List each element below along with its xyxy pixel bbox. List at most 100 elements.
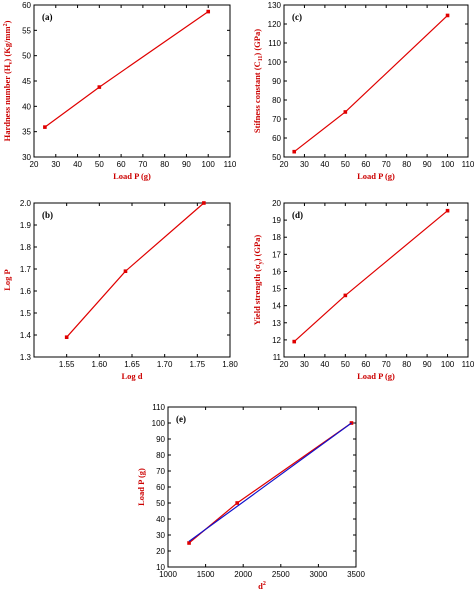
x-tick-label: 40 bbox=[73, 160, 82, 169]
y-tick-label: 60 bbox=[272, 134, 281, 143]
x-tick-label: 50 bbox=[341, 360, 350, 369]
y-tick-label: 120 bbox=[268, 20, 282, 29]
y-tick-label: 50 bbox=[272, 153, 281, 162]
y-tick-label: 30 bbox=[22, 153, 31, 162]
plot-frame bbox=[33, 4, 231, 158]
chart-d: 20 30 40 50 60 70 80 90 100 110 11 12 13 14 15 16 17 18 19… bbox=[252, 199, 474, 381]
panel-label: (a) bbox=[42, 12, 53, 22]
y-tick-label: 80 bbox=[156, 451, 165, 460]
y-tick-label: 100 bbox=[268, 58, 282, 67]
y-tick-label: 70 bbox=[272, 115, 281, 124]
x-tick-label: 100 bbox=[441, 360, 455, 369]
x-tick-label: 100 bbox=[202, 160, 216, 169]
y-tick-label: 19 bbox=[272, 216, 281, 225]
data-point bbox=[292, 339, 297, 344]
y-tick-label: 80 bbox=[272, 96, 281, 105]
plot-frame bbox=[33, 202, 231, 358]
x-axis-title: Load P (g) bbox=[113, 171, 151, 181]
x-axis-title: Log d bbox=[121, 371, 142, 381]
y-tick-label: 1.8 bbox=[20, 243, 32, 252]
plot-frame bbox=[283, 202, 469, 358]
data-point bbox=[292, 149, 297, 154]
y-tick-label: 130 bbox=[268, 1, 282, 10]
y-tick-label: 20 bbox=[156, 547, 165, 556]
y-tick-label: 60 bbox=[22, 1, 31, 10]
series-line bbox=[293, 15, 448, 153]
y-tick-label: 1.9 bbox=[20, 221, 32, 230]
x-tick-label: 1.70 bbox=[157, 360, 173, 369]
x-tick-label: 80 bbox=[160, 160, 169, 169]
x-tick-label: 70 bbox=[382, 360, 391, 369]
y-tick-label: 45 bbox=[22, 77, 31, 86]
panel-label: (e) bbox=[176, 414, 186, 424]
y-tick-label: 90 bbox=[272, 77, 281, 86]
y-tick-label: 17 bbox=[272, 250, 281, 259]
chart-e: 1000 1500 2000 2500 3000 3500 10 20 30 40 50 60 70 80… bbox=[136, 403, 365, 591]
x-tick-label: 1.75 bbox=[190, 360, 206, 369]
x-tick-label: 2000 bbox=[234, 570, 252, 579]
y-tick-label: 50 bbox=[22, 52, 31, 61]
x-tick-label: 60 bbox=[361, 160, 370, 169]
y-tick-label: 40 bbox=[156, 515, 165, 524]
x-tick-label: 20 bbox=[280, 160, 289, 169]
x-tick-label: 70 bbox=[138, 160, 147, 169]
data-point bbox=[445, 208, 450, 213]
x-tick-label: 90 bbox=[182, 160, 191, 169]
x-axis-title: Load P (g) bbox=[357, 171, 395, 181]
y-tick-label: 1.7 bbox=[20, 265, 32, 274]
x-tick-label: 40 bbox=[320, 360, 329, 369]
chart-a: 20 30 40 50 60 70 80 90 100 11030354045505560(a)L… bbox=[2, 1, 237, 181]
y-tick-label: 100 bbox=[152, 419, 166, 428]
data-point bbox=[97, 85, 102, 89]
x-tick-label: 60 bbox=[117, 160, 126, 169]
x-tick-label: 70 bbox=[382, 160, 391, 169]
y-tick-label: 1.3 bbox=[20, 353, 32, 362]
series-line bbox=[44, 11, 209, 128]
data-point bbox=[187, 541, 191, 545]
y-tick-label: 60 bbox=[156, 483, 165, 492]
x-tick-label: 90 bbox=[423, 160, 432, 169]
x-tick-label: 1500 bbox=[197, 570, 215, 579]
x-tick-label: 20 bbox=[280, 360, 289, 369]
y-tick-label: 90 bbox=[156, 435, 165, 444]
y-tick-label: 14 bbox=[272, 302, 281, 311]
y-tick-label: 18 bbox=[272, 233, 281, 242]
y-axis-title: Yield strength (σy) (GPa) bbox=[252, 235, 264, 326]
x-tick-label: 3000 bbox=[310, 570, 328, 579]
x-tick-label: 110 bbox=[462, 360, 474, 369]
x-tick-label: 2500 bbox=[272, 570, 290, 579]
x-tick-label: 30 bbox=[300, 160, 309, 169]
x-tick-label: 3500 bbox=[347, 570, 365, 579]
y-tick-label: 50 bbox=[156, 499, 165, 508]
data-point bbox=[343, 110, 348, 114]
series-line bbox=[66, 202, 205, 338]
x-tick-label: 50 bbox=[95, 160, 104, 169]
data-point bbox=[123, 269, 128, 273]
y-tick-label: 30 bbox=[156, 531, 165, 540]
x-tick-label: 20 bbox=[30, 160, 39, 169]
x-axis-title: Load P (g) bbox=[357, 371, 395, 381]
y-tick-label: 20 bbox=[272, 199, 281, 208]
x-tick-label: 90 bbox=[423, 360, 432, 369]
chart-b: 1.55 1.60 1.65 1.70 1.75 1.80 1.3 1.4 1.5 1.6 1.7 1… bbox=[2, 199, 238, 381]
x-tick-label: 110 bbox=[224, 160, 237, 169]
y-tick-label: 70 bbox=[156, 467, 165, 476]
y-tick-label: 11 bbox=[273, 353, 282, 362]
y-tick-label: 1.5 bbox=[20, 309, 32, 318]
plot-frame bbox=[167, 406, 357, 568]
x-tick-label: 60 bbox=[361, 360, 370, 369]
y-tick-label: 110 bbox=[268, 39, 281, 48]
y-tick-label: 1.6 bbox=[20, 287, 32, 296]
y-tick-label: 12 bbox=[272, 336, 281, 345]
y-tick-label: 16 bbox=[272, 267, 281, 276]
y-tick-label: 55 bbox=[22, 26, 31, 35]
data-point bbox=[206, 9, 211, 14]
plot-frame bbox=[283, 4, 469, 158]
y-axis-title: Stifness constant (C11) (GPa) bbox=[252, 29, 264, 133]
x-tick-label: 1.60 bbox=[92, 360, 108, 369]
x-axis-title: d2 bbox=[258, 581, 266, 591]
y-tick-label: 40 bbox=[22, 102, 31, 111]
y-tick-label: 1.4 bbox=[20, 331, 32, 340]
y-tick-label: 110 bbox=[152, 403, 165, 412]
